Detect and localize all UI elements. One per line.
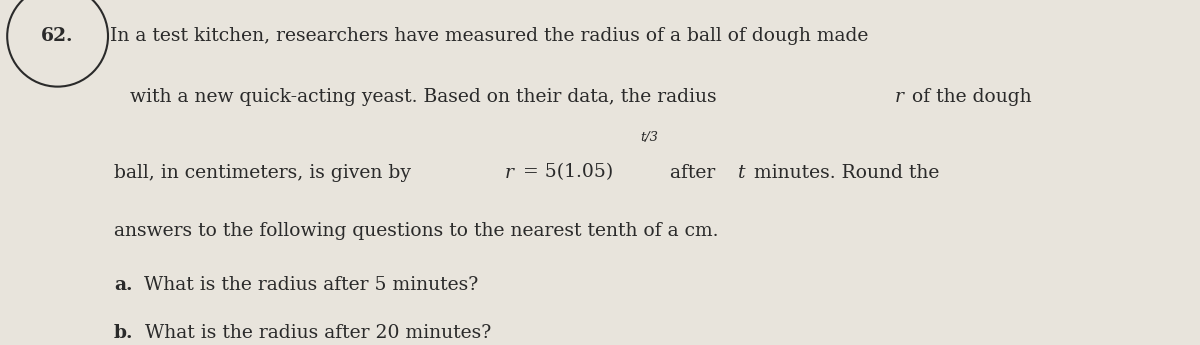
Text: with a new quick-acting yeast. Based on their data, the radius: with a new quick-acting yeast. Based on …	[130, 88, 722, 106]
Text: after: after	[664, 164, 721, 181]
Text: r: r	[505, 164, 514, 181]
Text: What is the radius after 5 minutes?: What is the radius after 5 minutes?	[138, 276, 478, 294]
Text: b.: b.	[114, 324, 133, 342]
Text: minutes. Round the: minutes. Round the	[748, 164, 938, 181]
Text: In a test kitchen, researchers have measured the radius of a ball of dough made: In a test kitchen, researchers have meas…	[110, 27, 869, 45]
Text: = 5(1.05): = 5(1.05)	[516, 164, 613, 181]
Text: t/3: t/3	[641, 131, 659, 145]
Text: What is the radius after 20 minutes?: What is the radius after 20 minutes?	[139, 324, 492, 342]
Text: 62.: 62.	[41, 27, 74, 45]
Text: answers to the following questions to the nearest tenth of a cm.: answers to the following questions to th…	[114, 222, 719, 240]
Text: ball, in centimeters, is given by: ball, in centimeters, is given by	[114, 164, 418, 181]
Text: a.: a.	[114, 276, 132, 294]
Text: r: r	[894, 88, 904, 106]
Text: of the dough: of the dough	[906, 88, 1032, 106]
Text: t: t	[738, 164, 745, 181]
